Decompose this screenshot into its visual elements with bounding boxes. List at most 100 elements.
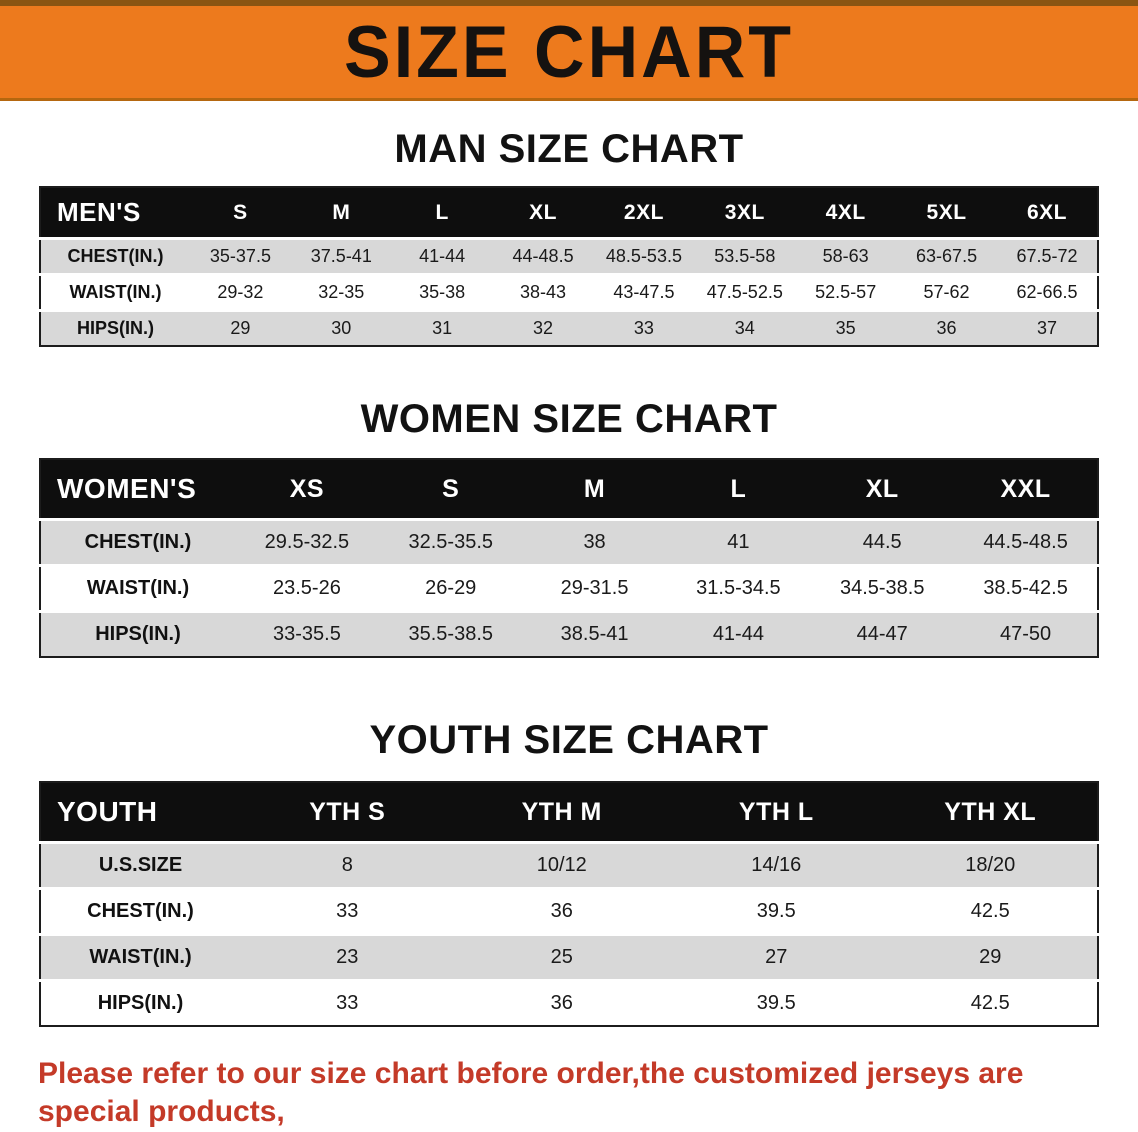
size-value-cell: 58-63 (822, 246, 869, 266)
table-header-row: WOMEN'S XS S M L XL XXL (40, 459, 1098, 520)
youth-size-table: YOUTH YTH S YTH M YTH L YTH XL U.S.SIZE 8 10/12… (39, 781, 1099, 1027)
size-column-header: L (730, 474, 747, 503)
size-value-cell: 27 (765, 946, 788, 968)
size-value-cell: 53.5-58 (714, 246, 776, 266)
size-value-cell: 37 (1036, 318, 1058, 338)
size-column-header: XL (865, 474, 899, 503)
size-value-cell: 38.5-42.5 (983, 577, 1068, 599)
size-column-header: S (233, 200, 248, 224)
size-value-cell: 57-62 (923, 282, 970, 302)
size-value-cell: 10/12 (536, 854, 587, 876)
size-value-cell: 41-44 (712, 623, 764, 645)
size-value-cell: 31 (432, 318, 453, 338)
size-value-cell: 32-35 (318, 282, 365, 302)
row-label: U.S.SIZE (98, 854, 183, 876)
youth-section-heading: YOUTH SIZE CHART (369, 718, 769, 762)
size-value-cell: 23 (336, 946, 359, 968)
row-label: HIPS(IN.) (95, 623, 181, 645)
size-column-header: M (332, 200, 351, 224)
size-value-cell: 38.5-41 (560, 623, 629, 645)
table-row: HIPS(IN.) 33-35.5 35.5-38.5 38.5-41 41-44 44-… (40, 611, 1098, 657)
women-size-chart-section: WOMEN SIZE CHART WOMEN'S XS S M L XL XXL CHEST(… (0, 397, 1138, 658)
row-label: HIPS(IN.) (76, 318, 154, 338)
size-column-header: 5XL (926, 200, 967, 224)
table-row: CHEST(IN.) 35-37.5 37.5-41 41-44 44-48.5 48.5… (40, 238, 1098, 275)
row-label: CHEST(IN.) (67, 246, 164, 266)
table-corner-label: MEN'S (57, 197, 141, 227)
women-size-table: WOMEN'S XS S M L XL XXL CHEST(IN.) 29.5-32.5 32.5… (39, 458, 1099, 658)
row-label: WAIST(IN.) (86, 577, 190, 599)
row-label: CHEST(IN.) (84, 531, 192, 553)
size-value-cell: 33 (633, 318, 654, 338)
size-column-header: 4XL (825, 200, 866, 224)
row-label: WAIST(IN.) (69, 282, 162, 302)
youth-size-chart-section: YOUTH SIZE CHART YOUTH YTH S YTH M YTH L YTH… (0, 718, 1138, 1027)
size-value-cell: 34.5-38.5 (839, 577, 925, 599)
man-size-chart-section: MAN SIZE CHART MEN'S S M L XL 2XL 3XL 4XL 5XL 6XL… (0, 127, 1138, 347)
size-column-header: 3XL (724, 200, 765, 224)
size-value-cell: 39.5 (756, 992, 796, 1014)
size-value-cell: 42.5 (970, 992, 1010, 1014)
size-value-cell: 52.5-57 (815, 282, 877, 302)
size-value-cell: 29.5-32.5 (264, 531, 350, 553)
size-value-cell: 23.5-26 (272, 577, 341, 599)
size-value-cell: 44-48.5 (512, 246, 574, 266)
size-value-cell: 35-37.5 (209, 246, 271, 266)
size-value-cell: 35-38 (419, 282, 466, 302)
size-value-cell: 14/16 (751, 854, 802, 876)
table-row: WAIST(IN.) 29-32 32-35 35-38 38-43 43-47.5 47.… (40, 274, 1098, 311)
man-section-heading: MAN SIZE CHART (394, 127, 744, 171)
size-value-cell: 36 (550, 900, 573, 922)
size-value-cell: 47-50 (999, 623, 1052, 645)
size-column-header: XXL (1000, 474, 1051, 503)
size-value-cell: 33 (336, 900, 359, 922)
size-value-cell: 30 (331, 318, 352, 338)
size-column-header: YTH S (309, 797, 386, 826)
size-value-cell: 41 (727, 531, 750, 553)
table-row: WAIST(IN.) 23 25 27 29 (40, 934, 1098, 981)
table-row: U.S.SIZE 8 10/12 14/16 18/20 (40, 842, 1098, 889)
size-value-cell: 36 (936, 318, 957, 338)
size-value-cell: 62-66.5 (1016, 282, 1078, 302)
size-value-cell: 47.5-52.5 (706, 282, 783, 302)
size-column-header: XS (289, 474, 325, 503)
size-value-cell: 32 (533, 318, 554, 338)
size-column-header: S (442, 474, 460, 503)
size-column-header: YTH L (738, 797, 814, 826)
table-row: WAIST(IN.) 23.5-26 26-29 29-31.5 31.5-34.5 34… (40, 565, 1098, 612)
size-column-header: YTH XL (944, 797, 1037, 826)
size-value-cell: 48.5-53.5 (605, 246, 682, 266)
table-header-row: MEN'S S M L XL 2XL 3XL 4XL 5XL 6XL (40, 187, 1098, 239)
size-value-cell: 34 (734, 318, 755, 338)
size-value-cell: 25 (550, 946, 573, 968)
size-value-cell: 35.5-38.5 (408, 623, 493, 645)
man-size-table: MEN'S S M L XL 2XL 3XL 4XL 5XL 6XL CHEST(IN.) 35-37… (39, 186, 1099, 347)
size-value-cell: 36 (550, 992, 573, 1014)
table-row: HIPS(IN.) 33 36 39.5 42.5 (40, 980, 1098, 1026)
size-value-cell: 33-35.5 (272, 623, 341, 645)
page-title: SIZE CHART (344, 11, 794, 93)
size-value-cell: 44-47 (856, 623, 908, 645)
table-row: HIPS(IN.) 29 30 31 32 33 34 35 36 37 (40, 310, 1098, 346)
size-column-header: L (435, 200, 449, 224)
size-value-cell: 18/20 (965, 854, 1016, 876)
size-value-cell: 37.5-41 (310, 246, 372, 266)
size-value-cell: 43-47.5 (613, 282, 675, 302)
size-value-cell: 29 (979, 946, 1002, 968)
size-value-cell: 29-32 (217, 282, 264, 302)
size-value-cell: 42.5 (970, 900, 1010, 922)
size-value-cell: 38 (583, 531, 606, 553)
size-value-cell: 31.5-34.5 (696, 577, 781, 599)
size-value-cell: 39.5 (756, 900, 796, 922)
size-value-cell: 32.5-35.5 (408, 531, 493, 553)
size-value-cell: 44.5-48.5 (983, 531, 1068, 553)
size-column-header: XL (529, 200, 557, 224)
table-corner-label: YOUTH (57, 796, 158, 827)
row-label: HIPS(IN.) (97, 992, 184, 1014)
size-value-cell: 8 (341, 854, 353, 876)
table-header-row: YOUTH YTH S YTH M YTH L YTH XL (40, 782, 1098, 843)
size-column-header: YTH M (521, 797, 602, 826)
notice-line-1: Please refer to our size chart before or… (38, 1057, 1024, 1128)
size-value-cell: 29-31.5 (560, 577, 629, 599)
